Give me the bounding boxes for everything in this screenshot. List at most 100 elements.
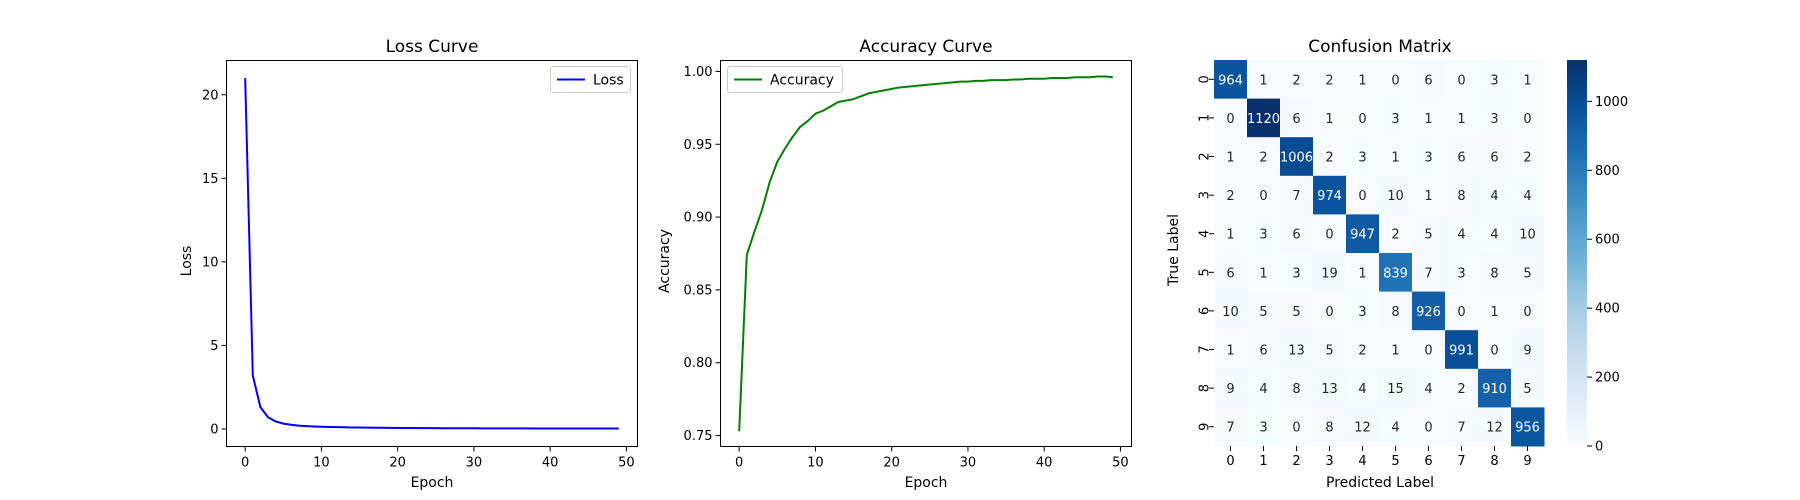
accuracy-x-tick-label: 50 — [1112, 456, 1129, 471]
accuracy-y-tick-label: 0.90 — [684, 211, 713, 226]
loss-y-tick-label: 0 — [210, 422, 218, 437]
confusion-cell-value: 0 — [1358, 189, 1366, 204]
confusion-cell — [1412, 330, 1446, 370]
confusion-cell-value: 10 — [1519, 228, 1536, 243]
confusion-cell-value: 0 — [1523, 305, 1531, 320]
confusion-cell-value: 0 — [1226, 112, 1234, 127]
confusion-matrix-y-axis-label: True Label — [1166, 214, 1182, 287]
confusion-cell-value: 956 — [1515, 421, 1540, 436]
confusion-cell — [1511, 175, 1545, 215]
colorbar: 0 200 400 600 800 1000 — [1567, 60, 1628, 455]
confusion-cell-value: 6 — [1424, 73, 1432, 88]
confusion-y-tick-label: 7 — [1198, 345, 1213, 353]
confusion-cell-value: 3 — [1457, 266, 1465, 281]
confusion-y-tick-label: 9 — [1198, 423, 1213, 431]
confusion-cell-value: 8 — [1325, 421, 1333, 436]
confusion-cell-value: 2 — [1523, 151, 1531, 166]
confusion-cell — [1412, 175, 1446, 215]
confusion-cell — [1445, 330, 1479, 370]
confusion-cell — [1247, 214, 1281, 254]
confusion-cell-value: 10 — [1222, 305, 1239, 320]
confusion-cell — [1346, 214, 1380, 254]
confusion-cell — [1379, 368, 1413, 408]
accuracy-ticks: 0 10 20 30 40 50 0.75 0.80 0.85 0.90 0.95 1.00 — [684, 65, 1129, 471]
confusion-cell-value: 0 — [1424, 344, 1432, 359]
confusion-cell — [1280, 291, 1314, 331]
confusion-cell-value: 6 — [1292, 228, 1300, 243]
confusion-cell-value: 2 — [1457, 382, 1465, 397]
accuracy-title: Accuracy Curve — [859, 37, 992, 57]
confusion-cell — [1214, 291, 1248, 331]
confusion-cell-value: 6 — [1259, 344, 1267, 359]
confusion-cell-value: 4 — [1490, 228, 1498, 243]
confusion-cell — [1313, 368, 1347, 408]
accuracy-x-tick-label: 20 — [883, 456, 900, 471]
confusion-cell-value: 1120 — [1247, 112, 1280, 127]
confusion-cell — [1313, 175, 1347, 215]
confusion-cell-value: 10 — [1387, 189, 1404, 204]
confusion-cell-value: 0 — [1523, 112, 1531, 127]
confusion-y-tick-label: 2 — [1198, 152, 1213, 160]
confusion-cell — [1313, 407, 1347, 447]
confusion-cell-value: 0 — [1259, 189, 1267, 204]
loss-ticks: 0 10 20 30 40 50 0 5 10 15 20 — [202, 88, 635, 470]
loss-y-tick-label: 10 — [202, 255, 219, 270]
confusion-cell — [1511, 368, 1545, 408]
confusion-cell — [1445, 60, 1479, 100]
confusion-cell — [1214, 175, 1248, 215]
accuracy-x-tick-label: 30 — [960, 456, 977, 471]
confusion-cell-value: 1 — [1490, 305, 1498, 320]
confusion-cell-value: 947 — [1350, 228, 1375, 243]
confusion-cell-value: 5 — [1523, 266, 1531, 281]
confusion-cell-value: 1 — [1259, 73, 1267, 88]
confusion-cell-value: 3 — [1259, 228, 1267, 243]
confusion-cell — [1412, 291, 1446, 331]
confusion-matrix-cells: 964 1 2 2 1 0 6 0 3 10 1120 6 1 0 3 1 1 3 01 2 1006 2 3 1 3 6 6 22 0… — [1214, 60, 1545, 447]
loss-title: Loss Curve — [386, 37, 479, 57]
confusion-cell — [1346, 98, 1380, 138]
confusion-cell — [1247, 368, 1281, 408]
confusion-cell-value: 13 — [1321, 382, 1338, 397]
confusion-x-tick-label: 0 — [1226, 454, 1234, 469]
confusion-cell — [1511, 137, 1545, 177]
confusion-cell — [1214, 330, 1248, 370]
confusion-cell — [1412, 137, 1446, 177]
confusion-cell-value: 2 — [1292, 73, 1300, 88]
loss-x-tick-label: 40 — [542, 456, 559, 471]
confusion-cell-value: 1 — [1226, 151, 1234, 166]
confusion-cell-value: 7 — [1457, 421, 1465, 436]
confusion-y-tick-label: 1 — [1198, 114, 1213, 122]
confusion-cell — [1478, 330, 1512, 370]
confusion-cell-value: 8 — [1490, 266, 1498, 281]
confusion-cell — [1445, 175, 1479, 215]
confusion-cell-value: 2 — [1325, 73, 1333, 88]
colorbar-tick-label: 1000 — [1595, 95, 1628, 110]
confusion-cell-value: 3 — [1259, 421, 1267, 436]
confusion-cell — [1412, 214, 1446, 254]
confusion-matrix-x-axis-label: Predicted Label — [1326, 475, 1434, 491]
loss-legend-box — [550, 66, 631, 93]
confusion-y-tick-label: 3 — [1198, 191, 1213, 199]
confusion-cell — [1313, 214, 1347, 254]
confusion-y-tick-label: 0 — [1198, 75, 1213, 83]
loss-panel: Loss Curve Epoch Loss 0 10 20 30 40 50 0 5 10 15 2… — [179, 37, 638, 491]
confusion-cell — [1478, 291, 1512, 331]
confusion-x-tick-label: 7 — [1457, 454, 1465, 469]
confusion-cell — [1247, 330, 1281, 370]
confusion-cell — [1478, 368, 1512, 408]
confusion-cell-value: 1 — [1358, 73, 1366, 88]
confusion-cell — [1379, 175, 1413, 215]
confusion-cell — [1511, 253, 1545, 293]
accuracy-legend-label: Accuracy — [770, 73, 834, 89]
confusion-cell — [1247, 253, 1281, 293]
confusion-cell-value: 5 — [1523, 382, 1531, 397]
confusion-x-tick-label: 4 — [1358, 454, 1366, 469]
loss-x-tick-label: 30 — [466, 456, 483, 471]
confusion-cell-value: 910 — [1482, 382, 1507, 397]
confusion-cell-value: 991 — [1449, 344, 1474, 359]
confusion-cell — [1379, 330, 1413, 370]
confusion-cell-value: 2 — [1226, 189, 1234, 204]
confusion-cell — [1313, 253, 1347, 293]
confusion-cell-value: 1 — [1325, 112, 1333, 127]
confusion-y-tick-label: 6 — [1198, 307, 1213, 315]
